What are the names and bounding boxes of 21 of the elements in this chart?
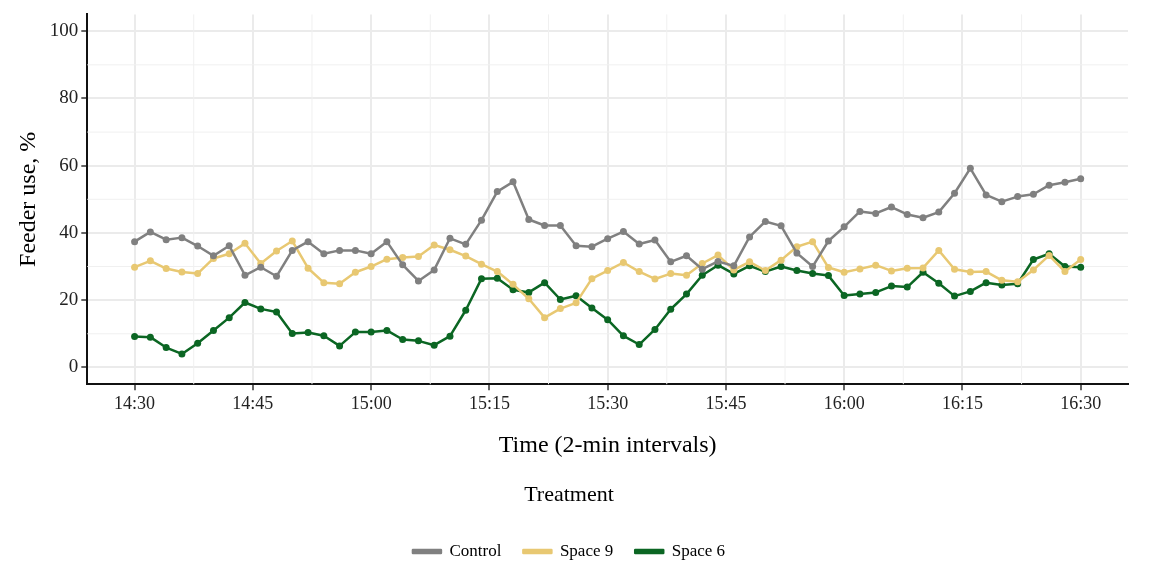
x-tick-label: 14:30 <box>114 392 156 413</box>
y-tick-label: 20 <box>59 288 79 310</box>
legend-label: Space 6 <box>671 540 726 560</box>
y-tick-label: 0 <box>68 355 79 377</box>
legend-title: Treatment <box>524 481 614 507</box>
x-tick-label: 15:00 <box>350 392 392 413</box>
y-axis-title: Feeder use, % <box>13 131 40 267</box>
x-tick-label: 16:00 <box>823 392 865 413</box>
y-tick-label: 100 <box>49 19 79 41</box>
y-tick-label: 60 <box>59 153 79 175</box>
y-tick-label: 40 <box>59 220 79 242</box>
y-tick-label: 80 <box>59 86 79 108</box>
x-tick-label: 15:15 <box>468 392 510 413</box>
x-tick-label: 15:30 <box>587 392 629 413</box>
x-tick-label: 16:15 <box>941 392 983 413</box>
legend-label: Space 9 <box>559 540 614 560</box>
x-tick-label: 15:45 <box>705 392 747 413</box>
x-tick-label: 14:45 <box>232 392 274 413</box>
x-tick-label: 16:30 <box>1060 392 1102 413</box>
legend-label: Control <box>449 540 502 560</box>
x-axis-title: Time (2-min intervals) <box>498 431 717 458</box>
